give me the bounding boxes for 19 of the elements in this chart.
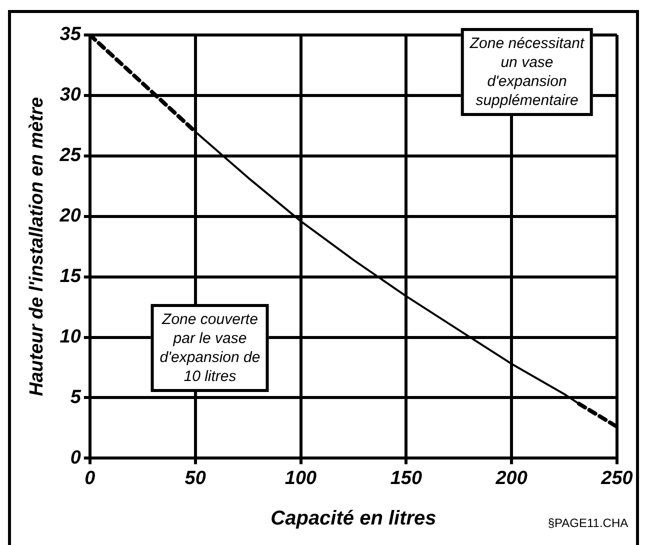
x-tick-label: 50 (184, 468, 206, 489)
y-tick-label: 0 (70, 447, 82, 468)
x-tick-label: 0 (84, 468, 96, 489)
y-tick-label: 10 (60, 326, 82, 348)
x-tick-label: 200 (494, 468, 528, 489)
y-axis-title: Hauteur de l'installation en mètre (26, 96, 48, 396)
y-tick-label: 15 (60, 266, 82, 288)
text: §PAGE11.CHA (548, 516, 628, 530)
x-tick-label: 250 (600, 468, 634, 489)
y-tick-label: 25 (58, 145, 82, 166)
y-tick-label: 35 (60, 24, 82, 46)
y-tick-label: 5 (70, 386, 82, 408)
y-tick-label: 30 (60, 84, 82, 106)
y-tick-label: 20 (58, 206, 82, 227)
annotation: Zone nécessitant un vase d'expansion supplémentaire (460, 28, 594, 116)
x-tick-label: 100 (284, 468, 318, 489)
x-tick-label: 150 (390, 468, 422, 489)
annotation: Zone couverte par le vase d'expansion de 10 litres (150, 304, 270, 392)
x-axis-title: Capacité en litres (270, 508, 436, 530)
